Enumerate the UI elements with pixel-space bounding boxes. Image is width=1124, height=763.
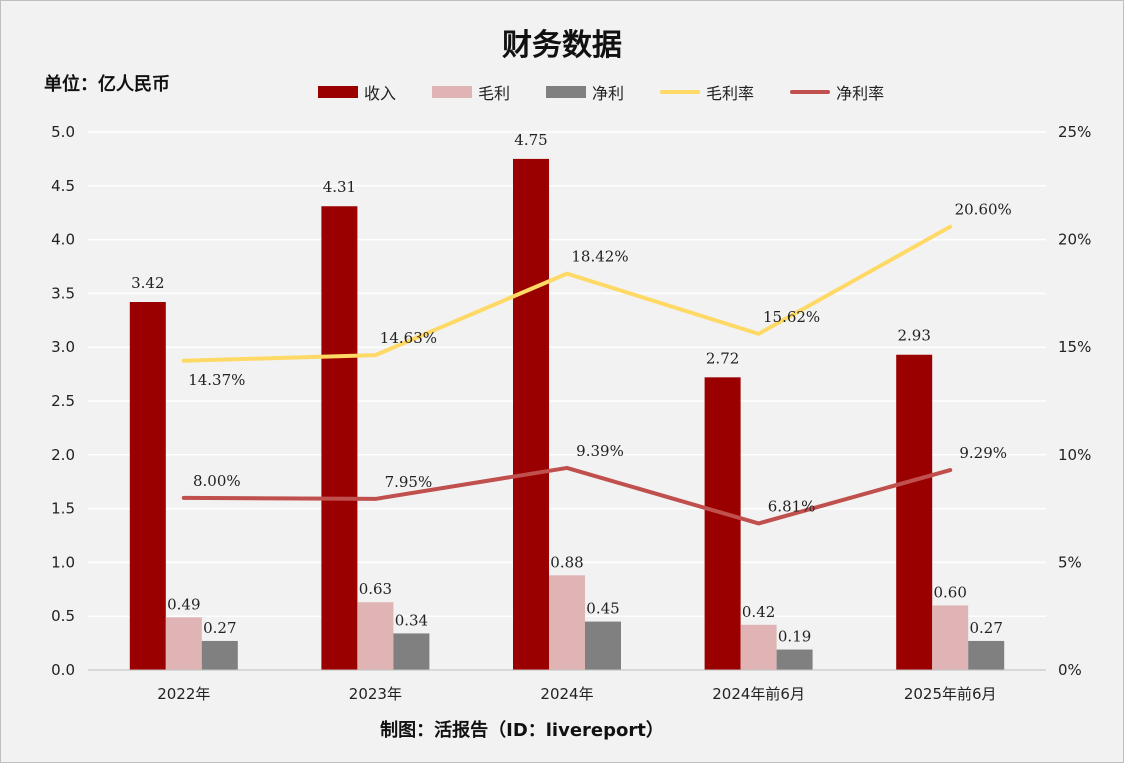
bar-毛利-2: [549, 575, 585, 670]
bar-value-label: 0.27: [203, 619, 236, 637]
gridlines: [88, 131, 1046, 617]
data-labels: 3.420.490.274.310.630.344.750.880.452.72…: [131, 131, 1012, 646]
legend-swatch-net-profit: [546, 86, 587, 98]
y-left-tick-label: 0.0: [51, 661, 75, 679]
y-left-tick-label: 3.0: [51, 338, 75, 356]
y-left-tick-label: 1.5: [51, 500, 75, 518]
legend-label-net-profit: 净利: [592, 84, 625, 103]
bar-净利-4: [968, 640, 1005, 670]
y-left-tick-label: 5.0: [51, 123, 75, 141]
bar-value-label: 0.45: [586, 600, 619, 618]
y-right-tick-label: 5%: [1058, 553, 1082, 571]
bar-净利-3: [776, 649, 813, 670]
line-value-label: 9.29%: [959, 444, 1007, 462]
line-value-label: 7.95%: [385, 473, 433, 491]
legend-label-gross-profit: 毛利: [478, 84, 511, 103]
legend: 收入 毛利 净利 毛利率 净利率: [318, 80, 920, 104]
bar-毛利-4: [932, 605, 969, 670]
line-value-label: 14.63%: [380, 329, 437, 347]
bar-value-label: 0.34: [395, 611, 428, 629]
bar-value-label: 2.93: [897, 327, 930, 345]
bar-净利-1: [393, 633, 430, 670]
bar-value-label: 0.49: [167, 595, 200, 613]
y-right-tick-label: 20%: [1058, 231, 1091, 249]
bar-value-label: 0.27: [969, 619, 1002, 637]
bar-毛利-1: [357, 602, 394, 670]
legend-item-gross-profit: 毛利: [432, 80, 510, 104]
y-left-tick-label: 3.5: [51, 284, 75, 302]
bar-value-label: 0.63: [359, 580, 392, 598]
x-tick-label: 2024年前6月: [712, 685, 805, 703]
source-note: 制图：活报告（ID：livereport）: [380, 720, 664, 741]
bar-value-label: 0.19: [778, 628, 811, 646]
bar-value-label: 4.31: [323, 178, 356, 196]
bar-value-label: 0.60: [933, 583, 966, 601]
bar-收入-1: [321, 206, 358, 670]
bar-收入-3: [704, 377, 741, 670]
x-tick-label: 2025年前6月: [904, 685, 997, 703]
legend-item-revenue: 收入: [318, 80, 396, 104]
legend-swatch-gross-margin: [660, 90, 701, 94]
bar-收入-0: [129, 302, 166, 670]
bar-value-label: 0.42: [742, 603, 775, 621]
x-tick-label: 2023年: [349, 685, 402, 703]
bar-收入-4: [896, 354, 933, 670]
legend-item-net-margin: 净利率: [790, 80, 884, 104]
bar-收入-2: [513, 158, 549, 670]
axes: 0.0 0.5 1.0 1.5 2.0 2.5 3.0 3.5 4.0 4.5 5.0 0% 5% 10%…: [51, 123, 1091, 703]
y-left-tick-label: 0.5: [51, 607, 75, 625]
legend-label-revenue: 收入: [364, 84, 397, 103]
legend-item-net-profit: 净利: [546, 80, 624, 104]
line-value-label: 9.39%: [576, 442, 624, 460]
y-left-tick-label: 1.0: [51, 553, 75, 571]
line-value-label: 14.37%: [188, 371, 245, 389]
y-right-tick-label: 25%: [1058, 123, 1091, 141]
legend-swatch-net-margin: [790, 90, 831, 94]
legend-label-net-margin: 净利率: [836, 84, 885, 103]
y-left-tick-label: 4.0: [51, 231, 75, 249]
line-value-label: 8.00%: [193, 472, 241, 490]
line-净利率: [181, 465, 953, 526]
line-value-label: 18.42%: [571, 248, 628, 266]
line-value-label: 20.60%: [955, 201, 1012, 219]
bar-毛利-0: [165, 617, 202, 670]
x-tick-label: 2024年: [540, 685, 593, 703]
legend-item-gross-margin: 毛利率: [660, 80, 754, 104]
legend-swatch-gross-profit: [432, 86, 473, 98]
line-marks: [181, 224, 953, 526]
bar-毛利-3: [740, 624, 777, 670]
legend-label-gross-margin: 毛利率: [706, 84, 755, 103]
unit-label: 单位：亿人民币: [44, 74, 170, 95]
legend-swatch-revenue: [318, 86, 358, 98]
line-value-label: 6.81%: [768, 497, 816, 515]
line-value-label: 15.62%: [763, 308, 820, 326]
y-left-tick-label: 4.5: [51, 177, 75, 195]
y-left-tick-label: 2.5: [51, 392, 75, 410]
bar-value-label: 3.42: [131, 274, 164, 292]
y-left-tick-label: 2.0: [51, 446, 75, 464]
y-right-tick-label: 10%: [1058, 446, 1091, 464]
y-right-tick-label: 15%: [1058, 338, 1091, 356]
y-right-tick-label: 0%: [1058, 661, 1082, 679]
bar-value-label: 4.75: [514, 131, 547, 149]
bar-净利-0: [201, 640, 238, 670]
x-tick-label: 2022年: [157, 685, 210, 703]
bar-value-label: 2.72: [706, 349, 739, 367]
bar-marks: [129, 158, 1005, 670]
bar-净利-2: [585, 621, 621, 670]
bar-value-label: 0.88: [550, 553, 583, 571]
chart-title: 财务数据: [502, 28, 622, 63]
